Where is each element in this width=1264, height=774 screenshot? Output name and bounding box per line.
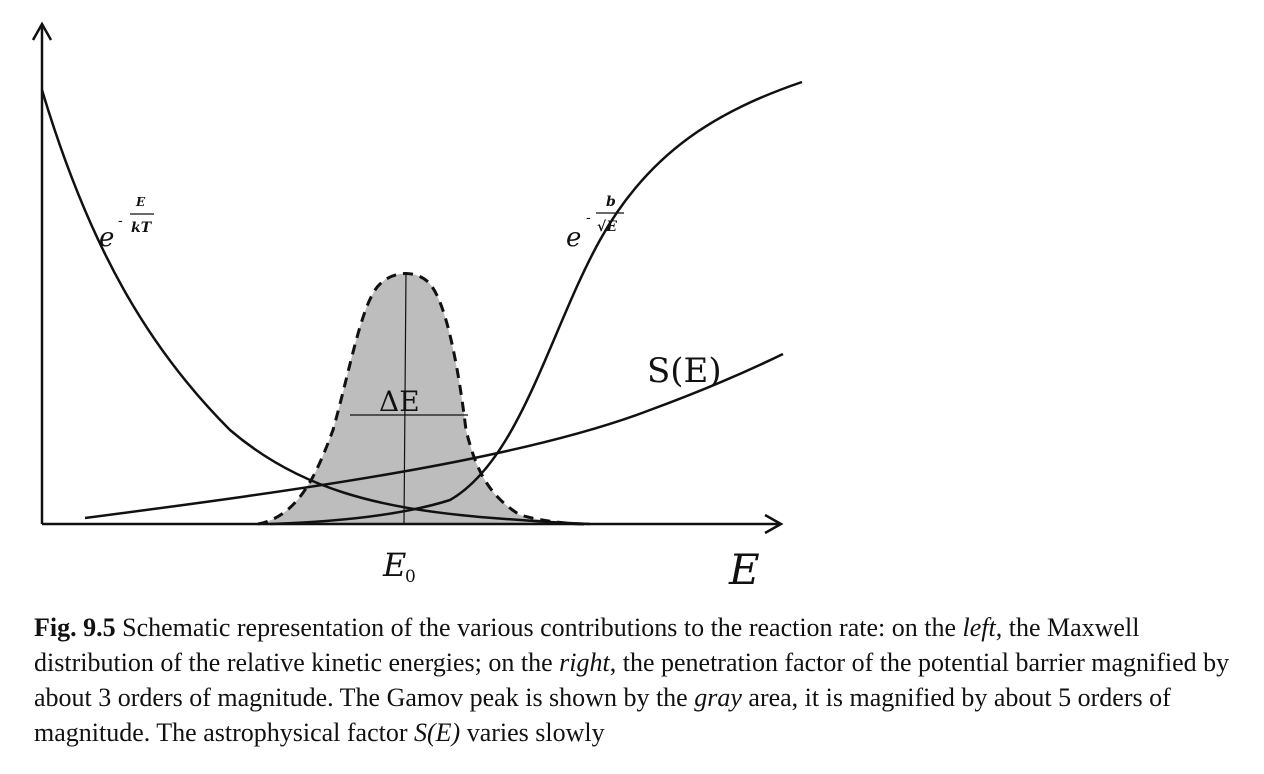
caption-text-5: varies slowly <box>460 718 605 747</box>
figure-caption: Fig. 9.5 Schematic representation of the… <box>34 610 1234 750</box>
penetration-numerator: b <box>606 194 616 210</box>
s-factor-curve <box>84 352 784 520</box>
caption-text-3: , the penetration factor of the potentia… <box>34 648 1230 712</box>
s-factor-label: S(E) <box>647 351 722 391</box>
caption-s-factor: S(E) <box>414 718 461 747</box>
e0-subscript: 0 <box>405 567 416 587</box>
gamow-peak-area <box>258 273 590 524</box>
caption-left: left <box>962 613 996 642</box>
maxwell-label: e - E kT <box>99 195 154 253</box>
caption-gray: gray <box>694 683 742 712</box>
maxwell-base: e <box>99 223 114 253</box>
maxwell-minus: - <box>118 213 123 229</box>
caption-right: right <box>559 648 610 677</box>
penetration-curve <box>269 80 803 526</box>
maxwell-numerator: E <box>135 195 146 209</box>
e0-label: E <box>382 546 406 584</box>
delta-e-label: ΔE <box>379 385 420 418</box>
penetration-denominator: √E <box>597 219 617 235</box>
maxwell-denominator: kT <box>131 220 153 236</box>
caption-text-1: Schematic representation of the various … <box>115 613 963 642</box>
penetration-minus: - <box>586 210 591 226</box>
maxwell-curve <box>40 89 591 526</box>
peak-center-line <box>403 271 407 525</box>
gamow-peak-outline <box>257 272 591 526</box>
gamow-diagram: e - E kT e - b √E S(E) ΔE E 0 E <box>31 21 803 594</box>
caption-text-4: area, it is magnified by about 5 orders … <box>34 683 1171 747</box>
penetration-label: e - b √E <box>566 194 624 253</box>
caption-text-2: , the Maxwell distribution of the relati… <box>34 613 1140 677</box>
penetration-base: e <box>566 223 581 253</box>
x-axis-arrow <box>764 513 784 535</box>
x-axis-label: E <box>728 545 760 594</box>
y-axis-arrow <box>31 21 53 41</box>
caption-figure-number: Fig. 9.5 <box>34 613 116 642</box>
